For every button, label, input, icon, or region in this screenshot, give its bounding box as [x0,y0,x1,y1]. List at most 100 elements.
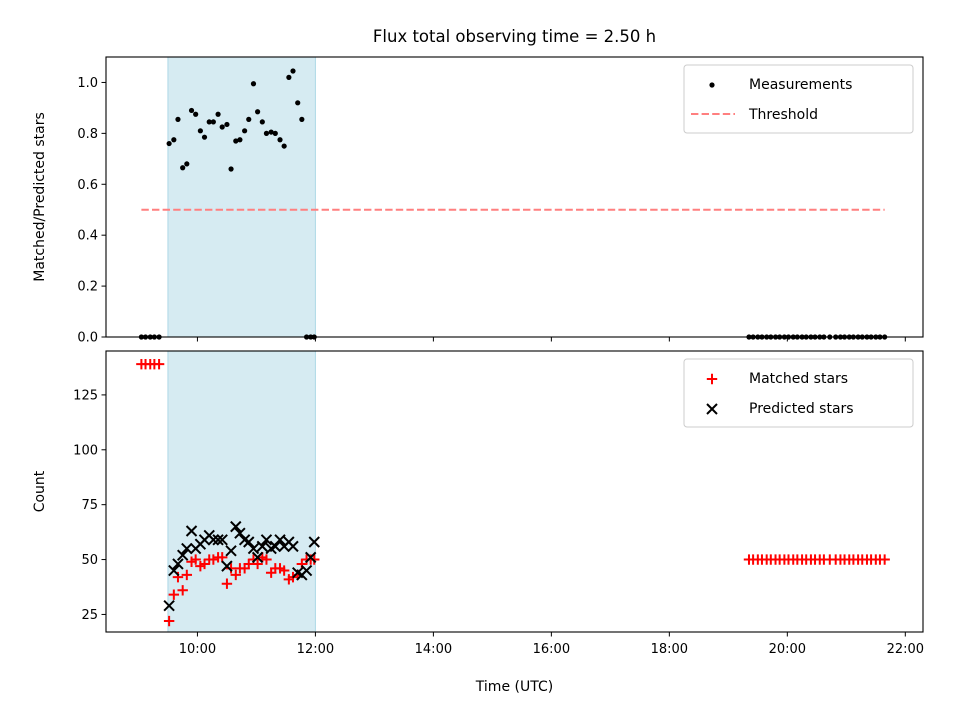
ratio-panel: 0.0 0.2 0.4 0.6 0.8 1.0 Matched/Predicted star… [32,56,924,346]
x-tick-label: 12:00 [297,642,334,657]
dot-point [228,166,234,172]
plus-point [252,558,263,570]
x-point [274,534,286,546]
y-tick-label: 0.2 [77,280,98,295]
dot-point [295,100,301,106]
count-panel: 25 50 75 100 125 10:00 12:00 14:00 16:00 18:00 20:… [32,350,924,657]
x-point [308,536,320,548]
dot-point [237,137,243,143]
legend-label: Threshold [748,107,818,123]
plus-point [153,358,165,370]
dot-point [166,140,172,147]
dot-point [201,134,208,140]
dot-point [180,165,186,171]
legend-box [683,64,914,134]
x-point [300,564,313,577]
observing-window [167,350,316,633]
dot-point [286,74,292,80]
x-tick-label: 10:00 [179,642,216,657]
plus-point [177,585,188,596]
legend-dot-marker [709,82,715,88]
dot-point [171,137,177,143]
x-point [269,540,282,553]
y-axis-title: Count [32,470,48,512]
x-tick-label: 18:00 [651,642,688,657]
dot-point [193,111,199,117]
plus-point [221,578,233,589]
y-tick-label: 0.4 [77,229,98,244]
plus-point [225,563,237,574]
x-point [221,560,233,572]
plus-point [208,554,219,565]
dot-point [224,121,230,128]
dot-point [210,119,216,125]
legend-label: Measurements [749,77,852,93]
dot-point [246,116,252,122]
dot-point [259,119,265,125]
x-point [185,525,198,537]
dot-point [277,137,283,143]
legend: Matched stars Predicted stars [683,358,914,428]
x-point [243,536,255,548]
y-tick-label: 1.0 [77,76,98,91]
x-point [207,534,220,546]
plus-point [230,569,241,581]
legend-label: Predicted stars [749,401,854,417]
x-point [216,534,228,546]
plus-point [261,554,272,565]
dot-point [206,119,212,125]
x-point [260,534,273,546]
x-tick-label: 20:00 [769,642,806,657]
dot-point [242,128,248,134]
plus-point [879,554,890,565]
y-tick-label: 0.8 [77,127,98,142]
y-tick-label: 75 [81,498,98,513]
legend-plus-marker [706,373,718,385]
y-tick-label: 0.6 [77,178,98,193]
axes-frame [105,56,924,338]
dot-point [255,109,261,115]
observing-window [167,56,316,338]
plus-point [181,569,193,581]
x-point [230,520,242,533]
dot-point [175,116,181,122]
y-tick-label: 50 [81,553,98,568]
plus-point [163,615,175,627]
x-point [247,542,260,555]
x-point [251,551,264,564]
dot-point [219,124,225,130]
legend: Measurements Threshold [683,64,914,134]
legend-x-marker [706,403,718,415]
y-tick-label: 25 [81,608,98,623]
dot-point [268,129,274,135]
plus-point [168,589,180,600]
dot-point [233,138,239,144]
x-point [172,558,184,570]
legend-box [683,358,914,428]
plus-point [278,565,290,576]
dot-point [215,111,221,117]
dot-point [281,143,287,149]
dot-point [250,81,257,87]
x-point [176,549,189,561]
y-tick-label: 0.0 [77,331,98,346]
dot-point [272,130,278,136]
dot-point [188,107,195,114]
x-point [212,534,224,546]
dot-point [263,130,270,136]
x-point [163,599,175,612]
plus-point [190,554,201,565]
axes-frame [105,350,924,633]
x-point [168,564,180,577]
x-axis-title: Time (UTC) [475,679,553,695]
x-point [181,542,193,555]
x-tick-label: 22:00 [887,642,924,657]
x-point [304,551,317,564]
x-point [287,540,299,553]
x-tick-label: 14:00 [415,642,452,657]
x-point [256,540,269,553]
x-tick-label: 16:00 [533,642,570,657]
dot-point [290,68,296,74]
plus-point [217,552,228,563]
